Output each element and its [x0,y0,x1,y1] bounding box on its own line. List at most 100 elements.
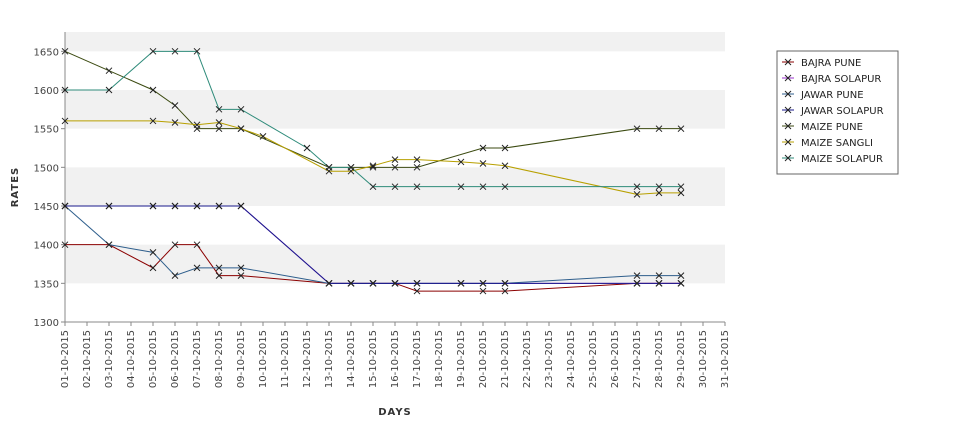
data-point [171,241,179,249]
x-tick-label: 11-10-2015 [280,330,291,388]
x-tick-label: 07-10-2015 [192,330,203,388]
data-point [369,162,377,170]
y-tick-label: 1400 [34,241,59,252]
data-point [655,183,663,191]
data-point [457,279,465,287]
data-point [391,279,399,287]
data-point [501,162,509,170]
data-point [237,105,245,113]
legend-item: MAIZE SANGLI [782,138,873,149]
x-tick-label: 17-10-2015 [412,330,423,388]
x-tick-label: 29-10-2015 [676,330,687,388]
data-point [193,264,201,272]
data-point [61,86,69,94]
legend-label: MAIZE PUNE [801,122,863,133]
data-point [149,47,157,55]
data-point [61,117,69,125]
data-point [633,279,641,287]
data-point [633,183,641,191]
data-point [479,160,487,167]
data-point [259,133,267,140]
x-axis-title: DAYS [378,407,412,418]
x-tick-label: 27-10-2015 [632,330,643,388]
legend-label: MAIZE SOLAPUR [801,154,883,165]
data-point [149,86,157,94]
data-point [369,279,377,287]
x-tick-label: 15-10-2015 [368,330,379,388]
data-point [215,125,223,133]
data-point [501,144,509,152]
data-point [413,183,421,191]
legend-box [776,50,899,175]
x-tick-label: 08-10-2015 [214,330,225,388]
legend-label: MAIZE SANGLI [801,138,873,149]
data-point [501,279,509,287]
x-tick-label: 30-10-2015 [698,330,709,388]
legend-label: JAWAR SOLAPUR [800,106,884,117]
data-point [61,47,69,55]
data-point [171,202,179,210]
x-tick-label: 18-10-2015 [434,330,445,388]
x-tick-label: 13-10-2015 [324,330,335,388]
y-tick-label: 1600 [34,86,59,97]
data-point [655,125,663,133]
x-tick-label: 01-10-2015 [60,330,71,388]
x-tick-label: 28-10-2015 [654,330,665,388]
data-point [215,264,223,272]
data-point [479,279,487,287]
data-point [215,202,223,210]
x-tick-label: 31-10-2015 [720,330,731,388]
data-point [633,191,641,198]
data-point [237,125,245,133]
data-point [369,183,377,191]
x-tick-label: 05-10-2015 [148,330,159,388]
data-point [149,264,157,272]
y-tick-label: 1650 [34,47,59,58]
x-axis-ticks: 01-10-2015 02-10-2015 03-10-2015 04-10-2015… [60,322,731,388]
data-point [413,163,421,171]
x-tick-label: 12-10-2015 [302,330,313,388]
legend-item: JAWAR PUNE [782,90,864,101]
data-point [655,189,663,197]
x-tick-label: 25-10-2015 [588,330,599,388]
data-point [105,241,113,249]
data-point [171,102,179,109]
data-point [237,264,245,272]
legend-label: BAJRA PUNE [801,58,861,69]
x-tick-label: 22-10-2015 [522,330,533,388]
data-point [61,241,69,249]
data-point [149,202,157,210]
x-tick-label: 09-10-2015 [236,330,247,388]
data-point [193,47,201,55]
data-point [105,86,113,94]
x-tick-label: 14-10-2015 [346,330,357,388]
x-tick-label: 16-10-2015 [390,330,401,388]
data-point [479,287,487,295]
data-point [171,47,179,55]
x-tick-label: 23-10-2015 [544,330,555,388]
data-point [677,272,685,279]
data-point [193,121,201,129]
series-markers [61,47,685,295]
data-point [149,117,157,125]
series-line [65,120,681,195]
data-point [391,183,399,191]
data-point [347,279,355,287]
y-tick-label: 1550 [34,125,59,136]
data-point [677,279,685,287]
data-point [303,144,311,152]
data-point [347,163,355,171]
data-point [633,125,641,133]
data-point [193,202,201,210]
x-tick-label: 06-10-2015 [170,330,181,388]
data-point [105,202,113,210]
data-point [237,202,245,210]
data-point [391,163,399,171]
y-tick-label: 1500 [34,163,59,174]
data-point [215,105,223,113]
data-point [501,183,509,191]
data-point [479,183,487,191]
data-point [457,183,465,191]
y-axis-title: RATES [10,167,21,208]
